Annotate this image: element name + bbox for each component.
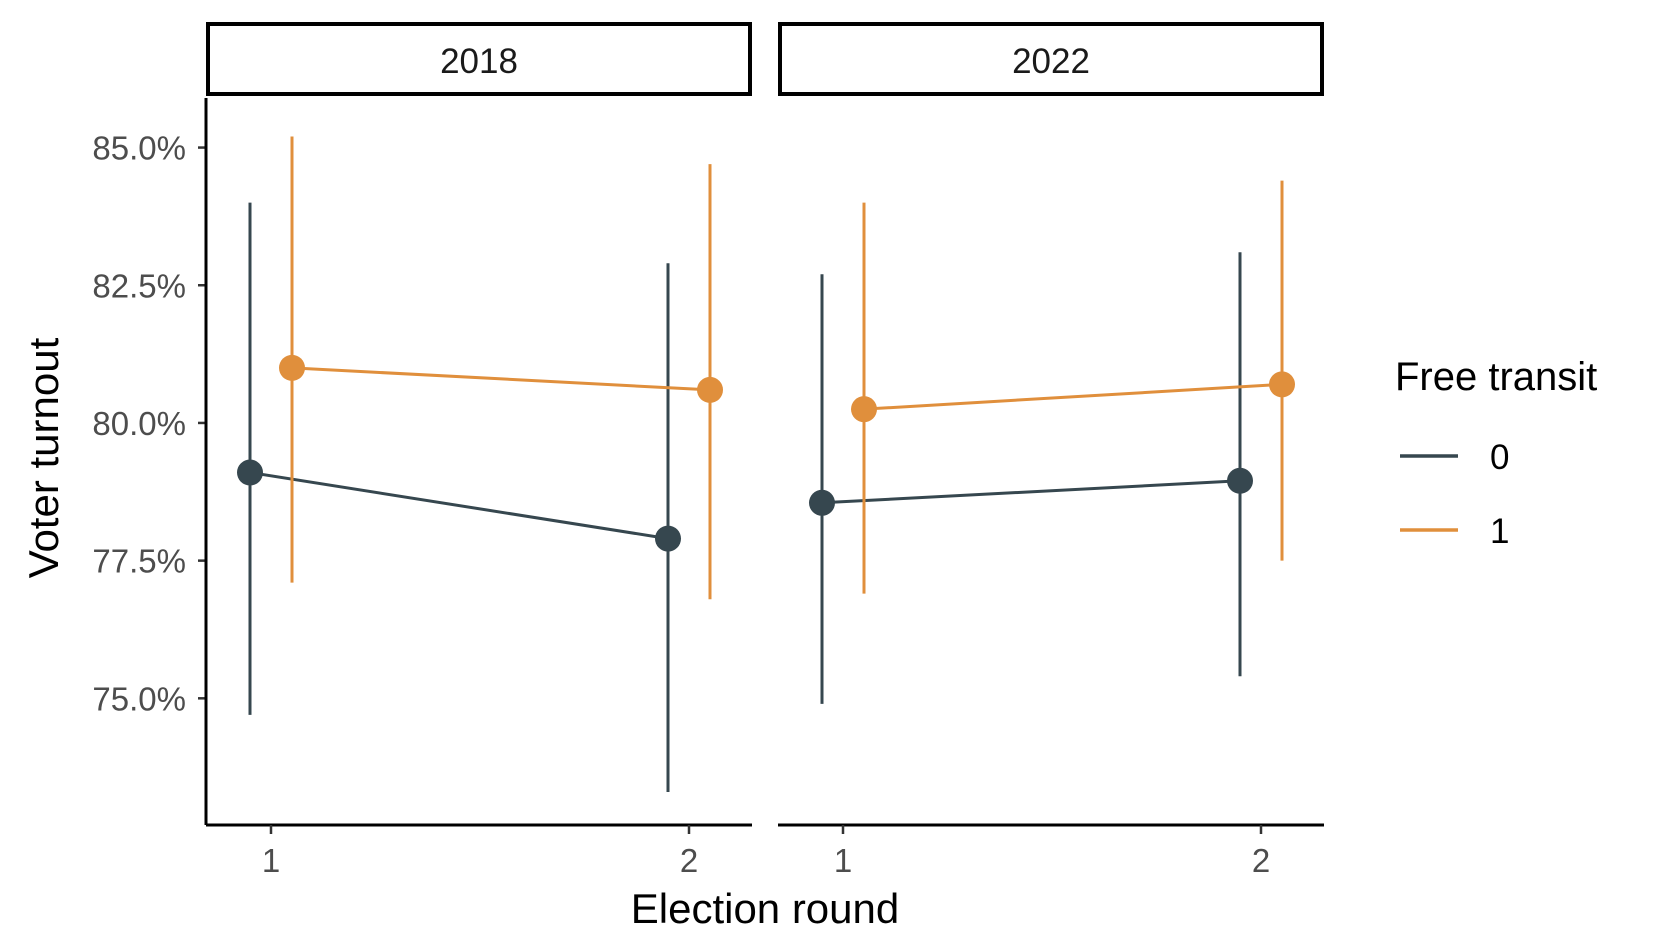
series-1 [279, 136, 723, 600]
x-tick-label: 2 [1252, 842, 1270, 879]
data-point [237, 459, 263, 486]
facet-strip-label: 2018 [440, 42, 518, 81]
y-tick-label: 80.0% [92, 405, 186, 442]
legend-label-0: 0 [1490, 438, 1509, 477]
facet-strip [778, 22, 1324, 96]
x-tick-label: 1 [834, 842, 852, 879]
y-tick-label: 82.5% [92, 267, 186, 304]
series-1 [851, 180, 1295, 594]
data-point [697, 376, 723, 403]
x-axis-title: Election round [631, 885, 900, 932]
data-point [279, 354, 305, 381]
series-0 [237, 202, 681, 792]
data-point [1227, 467, 1253, 494]
facet-strip-label: 2022 [1012, 42, 1090, 81]
x-tick-label: 2 [680, 842, 698, 879]
legend: Free transit 0 1 [1395, 355, 1597, 551]
y-tick-label: 75.0% [92, 680, 186, 717]
x-tick-label: 1 [262, 842, 280, 879]
data-point [1269, 371, 1295, 398]
y-axis: 75.0% 77.5% 80.0% 82.5% 85.0% [92, 130, 206, 717]
y-tick-label: 77.5% [92, 543, 186, 580]
y-axis-title: Voter turnout [20, 337, 67, 578]
series-line [821, 479, 1241, 505]
series-line [291, 366, 711, 392]
series-line [249, 471, 669, 541]
facets: 2018 1 2 2022 1 2 [204, 22, 1324, 879]
data-point [655, 525, 681, 552]
series-0 [809, 252, 1253, 704]
facet-panel: 2018 1 2 [204, 22, 752, 879]
facet-strip [206, 22, 752, 96]
data-point [809, 489, 835, 516]
data-point [851, 396, 877, 423]
y-tick-label: 85.0% [92, 130, 186, 167]
facet-panel: 2022 1 2 [778, 22, 1324, 879]
series-line [863, 382, 1283, 411]
legend-label-1: 1 [1490, 512, 1509, 551]
legend-title: Free transit [1395, 355, 1597, 399]
